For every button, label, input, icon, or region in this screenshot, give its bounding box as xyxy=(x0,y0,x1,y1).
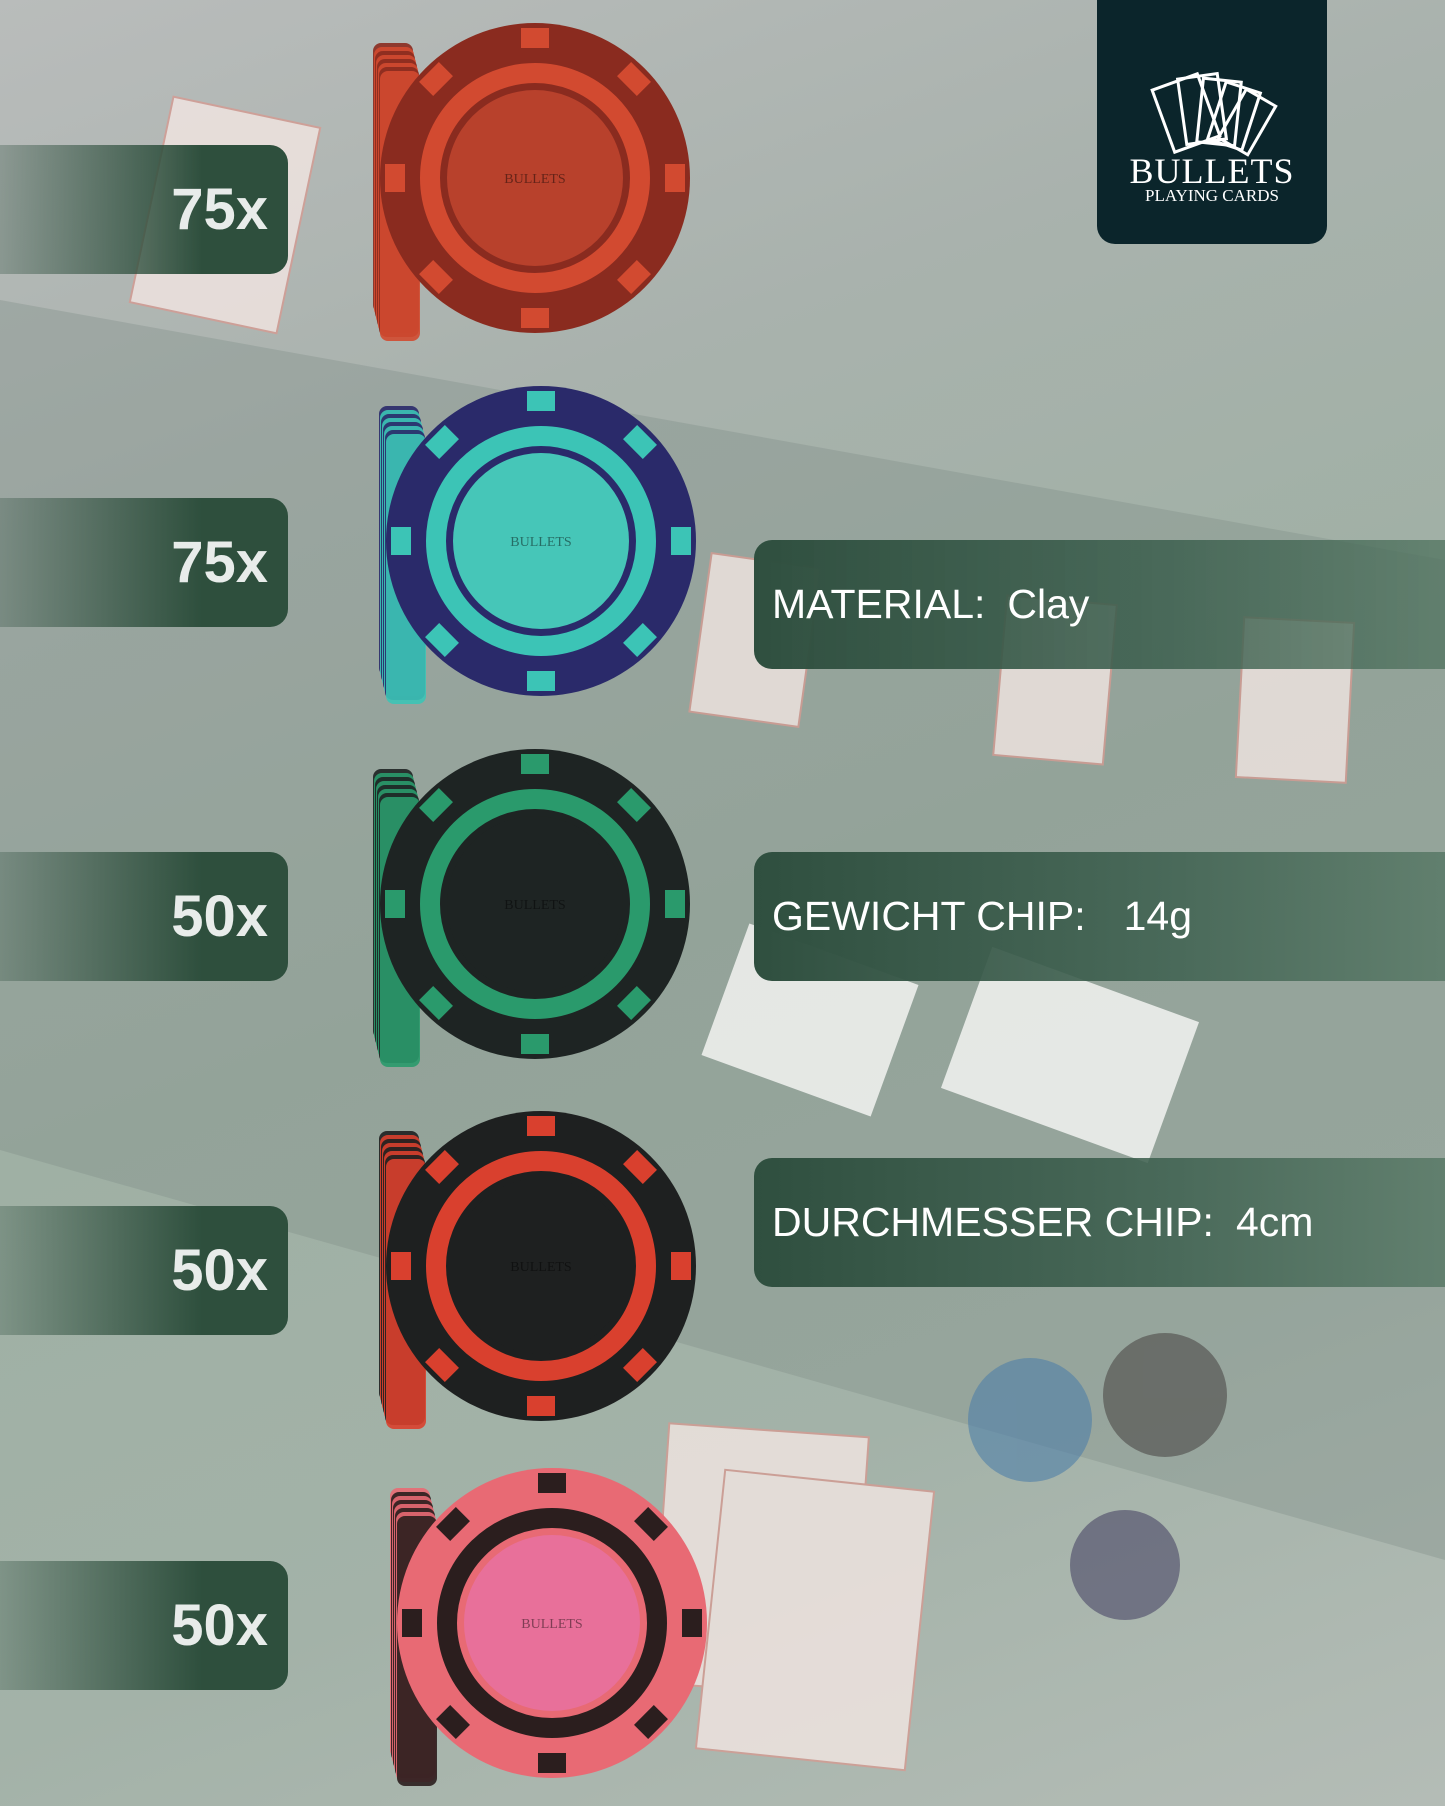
brand-logo: BULLETS PLAYING CARDS xyxy=(1097,0,1327,244)
playing-cards-logo-icon xyxy=(1150,71,1278,157)
chip-count-1: 75x xyxy=(0,145,288,274)
spec-value: Clay xyxy=(1007,581,1090,627)
brand-name: BULLETS xyxy=(1129,151,1295,191)
poker-chip-stack-5: BULLETS xyxy=(390,1468,707,1786)
spec-label: DURCHMESSER CHIP: xyxy=(772,1199,1214,1245)
spec-diameter: DURCHMESSER CHIP: 4cm xyxy=(754,1158,1445,1287)
spec-value: 14g xyxy=(1123,893,1193,939)
spec-value: 4cm xyxy=(1235,1199,1314,1245)
svg-text:BULLETS: BULLETS xyxy=(510,535,571,550)
chip-count-3: 50x xyxy=(0,852,288,981)
poker-chip-stack-1: BULLETS xyxy=(373,23,690,341)
poker-chip-stack-4: BULLETS xyxy=(379,1111,696,1429)
poker-chip-stack-3: BULLETS xyxy=(373,749,690,1067)
poker-chip-stack-2: BULLETS xyxy=(379,386,696,704)
svg-text:BULLETS: BULLETS xyxy=(504,172,565,187)
spec-weight: GEWICHT CHIP: 14g xyxy=(754,852,1445,981)
brand-subtitle: PLAYING CARDS xyxy=(1145,186,1279,205)
spec-label: GEWICHT CHIP: xyxy=(772,893,1086,939)
svg-text:BULLETS: BULLETS xyxy=(521,1617,582,1632)
chip-count-5: 50x xyxy=(0,1561,288,1690)
chip-count-4: 50x xyxy=(0,1206,288,1335)
spec-label: MATERIAL: xyxy=(772,581,986,627)
svg-text:BULLETS: BULLETS xyxy=(510,1260,571,1275)
spec-material: MATERIAL: Clay xyxy=(754,540,1445,669)
svg-text:BULLETS: BULLETS xyxy=(504,898,565,913)
chip-count-2: 75x xyxy=(0,498,288,627)
